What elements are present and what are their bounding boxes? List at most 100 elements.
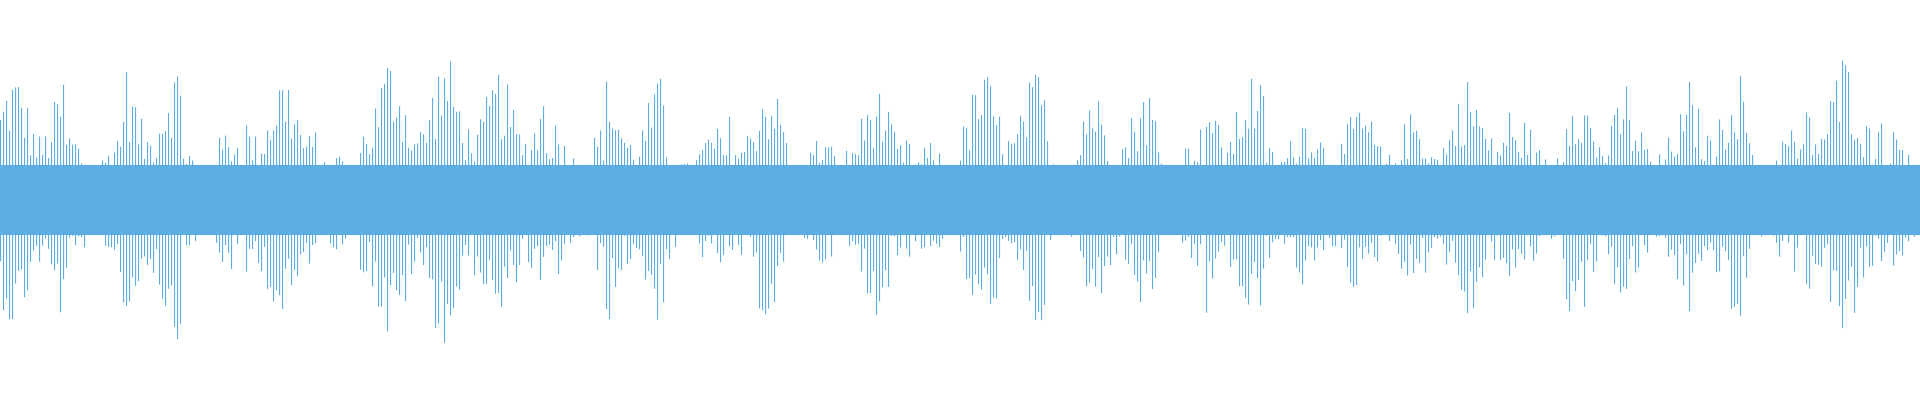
- waveform-bar: [978, 119, 980, 285]
- waveform-bar: [1914, 166, 1916, 237]
- waveform-bar: [1359, 112, 1361, 248]
- waveform-bar: [1431, 157, 1433, 248]
- waveform-bar: [1632, 151, 1634, 247]
- waveform-bar: [1887, 171, 1889, 243]
- waveform-bar: [1599, 147, 1601, 232]
- waveform-bar: [813, 155, 815, 240]
- waveform-bar: [879, 93, 881, 302]
- waveform-bar: [984, 79, 986, 268]
- waveform-bar: [1899, 149, 1901, 252]
- waveform-bar: [1404, 124, 1406, 262]
- waveform-bar: [366, 144, 368, 272]
- waveform-bar: [1626, 86, 1628, 289]
- waveform-bar: [996, 125, 998, 299]
- waveform-bar: [1230, 141, 1232, 267]
- waveform-bar: [1329, 168, 1331, 238]
- waveform-bar: [774, 128, 776, 303]
- waveform-bar: [1908, 154, 1910, 242]
- waveform-bar: [1620, 134, 1622, 293]
- waveform-bar: [888, 111, 890, 287]
- waveform-bar: [750, 138, 752, 237]
- waveform-bar: [1884, 174, 1886, 252]
- waveform-bar: [1515, 140, 1517, 268]
- waveform-bar: [171, 137, 173, 286]
- waveform-bar: [1713, 168, 1715, 251]
- waveform-bar: [966, 128, 968, 279]
- waveform-bar: [1407, 159, 1409, 276]
- waveform-bar: [567, 173, 569, 231]
- waveform-bar: [1140, 118, 1142, 302]
- waveform-bar: [1677, 154, 1679, 280]
- waveform-bar: [1182, 165, 1184, 243]
- waveform-bar: [312, 147, 314, 246]
- waveform-bar: [1179, 178, 1181, 234]
- waveform-bar: [108, 155, 110, 247]
- waveform-bar: [1386, 164, 1388, 236]
- waveform-bar: [1782, 141, 1784, 241]
- waveform-bar: [1644, 149, 1646, 246]
- waveform-bar: [1800, 149, 1802, 232]
- waveform-bar: [54, 101, 56, 271]
- waveform-bar: [690, 178, 692, 227]
- waveform-bar: [1194, 160, 1196, 245]
- waveform-bar: [726, 155, 728, 228]
- waveform-bar: [1197, 162, 1199, 266]
- waveform-bar: [1083, 121, 1085, 258]
- waveform-bar: [363, 136, 365, 273]
- waveform-bar: [267, 130, 269, 289]
- waveform-bar: [504, 135, 506, 267]
- waveform-bar: [1491, 138, 1493, 242]
- waveform-bar: [657, 83, 659, 320]
- waveform-bar: [825, 147, 827, 260]
- waveform-bar: [1137, 151, 1139, 282]
- waveform-bar: [468, 129, 470, 256]
- waveform-bar: [1809, 117, 1811, 289]
- waveform-bar: [1224, 164, 1226, 246]
- waveform-bar: [306, 146, 308, 243]
- waveform-bar: [546, 153, 548, 246]
- waveform-bar: [1131, 118, 1133, 245]
- waveform-bar: [867, 115, 869, 294]
- waveform-bar: [1353, 129, 1355, 287]
- waveform-bar: [1458, 103, 1460, 276]
- waveform-bar: [894, 131, 896, 237]
- waveform-bar: [1587, 115, 1589, 261]
- waveform-bar: [1167, 181, 1169, 220]
- waveform-bar: [1761, 176, 1763, 237]
- waveform-bar: [1053, 164, 1055, 224]
- waveform-bar: [1134, 131, 1136, 275]
- waveform-bar: [807, 175, 809, 240]
- waveform-bar: [1476, 110, 1478, 282]
- waveform-bar: [1821, 138, 1823, 267]
- waveform-bar: [603, 160, 605, 247]
- waveform-bar: [681, 164, 683, 226]
- waveform-bar: [111, 171, 113, 248]
- waveform-bar: [357, 186, 359, 223]
- waveform-bar: [1296, 163, 1298, 268]
- waveform-bar: [1614, 114, 1616, 285]
- waveform-bar: [246, 125, 248, 272]
- waveform-bar: [1719, 119, 1721, 272]
- waveform-bar: [393, 121, 395, 273]
- waveform-bar: [1236, 112, 1238, 260]
- waveform-bar: [1857, 138, 1859, 287]
- waveform-bar: [168, 112, 170, 289]
- waveform-bar: [777, 98, 779, 267]
- waveform-bar: [264, 154, 266, 247]
- waveform-bar: [702, 150, 704, 258]
- waveform-bar: [288, 90, 290, 259]
- waveform-bar: [1110, 168, 1112, 266]
- waveform-bar: [669, 166, 671, 259]
- waveform-bar: [69, 138, 71, 238]
- waveform-bar: [1212, 133, 1214, 279]
- waveform-bar: [945, 166, 947, 219]
- waveform-bar: [765, 116, 767, 315]
- waveform-bar: [1413, 132, 1415, 273]
- waveform-bar: [51, 142, 53, 265]
- waveform-bar: [405, 115, 407, 302]
- waveform-bar: [27, 108, 29, 291]
- waveform-bar: [1596, 157, 1598, 262]
- waveform-bar: [1449, 139, 1451, 253]
- waveform-bar: [891, 124, 893, 236]
- waveform-bar: [1278, 168, 1280, 240]
